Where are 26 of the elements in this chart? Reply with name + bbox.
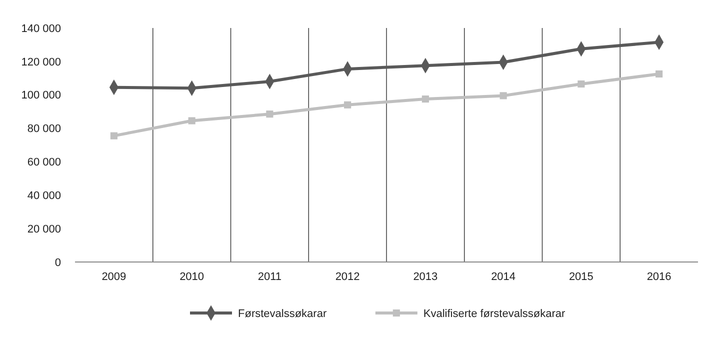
x-tick-label: 2014 — [491, 271, 516, 283]
x-tick-label: 2013 — [413, 271, 438, 283]
point — [578, 80, 585, 88]
point — [344, 101, 352, 108]
point — [500, 92, 507, 100]
legend-label: Kvalifiserte førstevalssøkarar — [423, 308, 566, 320]
y-tick-label: 100 000 — [21, 90, 61, 102]
y-tick-label: 60 000 — [27, 156, 61, 169]
legend-label: Førstevalssøkarar — [238, 308, 327, 320]
x-tick-label: 2015 — [568, 271, 594, 283]
x-tick-label: 2012 — [335, 271, 360, 283]
point — [422, 96, 429, 103]
y-tick-label: 20 000 — [27, 223, 61, 236]
x-tick-label: 2011 — [258, 271, 282, 283]
point — [110, 132, 118, 140]
y-tick-label: 0 — [54, 256, 61, 269]
point — [266, 110, 274, 118]
x-tick-label: 2016 — [646, 271, 672, 283]
y-tick-label: 40 000 — [27, 190, 61, 202]
point — [188, 117, 196, 124]
point — [656, 70, 663, 78]
x-tick-label: 2009 — [102, 271, 126, 283]
y-tick-label: 140 000 — [21, 22, 61, 35]
y-tick-label: 120 000 — [21, 56, 61, 68]
x-tick-label: 2010 — [180, 271, 204, 283]
y-tick-label: 80 000 — [27, 123, 61, 136]
